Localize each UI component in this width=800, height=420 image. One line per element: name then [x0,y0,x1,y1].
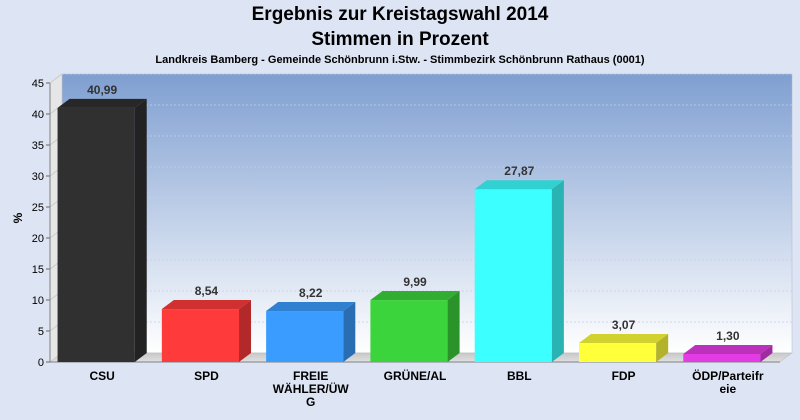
bar-2 [266,311,344,362]
bar-side-5 [656,333,669,362]
category-label: eie [720,382,737,396]
category-label: ÖDP/Parteifr [692,368,764,383]
bar-0 [57,107,135,362]
bar-4 [474,189,552,362]
bar-3 [370,300,448,362]
bar-top-3 [370,291,460,301]
data-label: 8,22 [299,286,323,300]
chart-title: Ergebnis zur Kreistagswahl 2014 [251,4,549,25]
bar-top-5 [578,333,669,343]
bar-side-3 [447,291,460,362]
data-label: 9,99 [403,275,427,289]
data-label: 8,54 [195,284,219,298]
bar-top-6 [683,344,773,354]
bar-top-0 [57,98,147,108]
y-tick-label: 25 [32,202,44,214]
bar-top-2 [266,302,356,312]
bar-side-2 [343,302,356,362]
category-label: SPD [194,369,219,383]
bar-6 [683,353,761,362]
category-label: BBL [507,369,532,383]
category-label: G [306,395,315,409]
y-tick-label: 5 [38,326,44,338]
bar-top-4 [474,180,564,190]
y-tick-label: 35 [32,140,44,152]
category-label: FREIE [293,369,328,383]
chart-description: Landkreis Bamberg - Gemeinde Schönbrunn … [155,54,645,66]
y-tick-label: 30 [32,171,44,183]
y-tick-label: 20 [32,233,44,245]
gridline-side [49,73,63,84]
bar-side-6 [760,344,773,362]
bar-side-1 [239,300,252,362]
data-label: 27,87 [504,164,534,178]
data-label: 40,99 [87,83,117,97]
data-label: 1,30 [716,329,740,343]
y-tick-label: 40 [32,109,44,121]
category-label: FDP [612,369,636,383]
category-label: CSU [89,369,114,383]
y-tick-label: 10 [32,295,44,307]
y-tick-label: 0 [38,357,44,369]
y-axis-label: % [11,212,25,223]
bar-5 [578,342,657,362]
bar-side-0 [134,98,147,362]
y-tick-label: 45 [32,78,44,90]
category-label: WÄHLER/ÜW [273,381,350,396]
data-label: 3,07 [612,318,636,332]
y-tick-label: 15 [32,264,44,276]
category-label: GRÜNE/AL [384,368,447,383]
bar-1 [161,309,240,362]
bar-side-4 [551,180,564,362]
chart-subtitle: Stimmen in Prozent [311,29,489,50]
bar-top-1 [161,300,252,310]
